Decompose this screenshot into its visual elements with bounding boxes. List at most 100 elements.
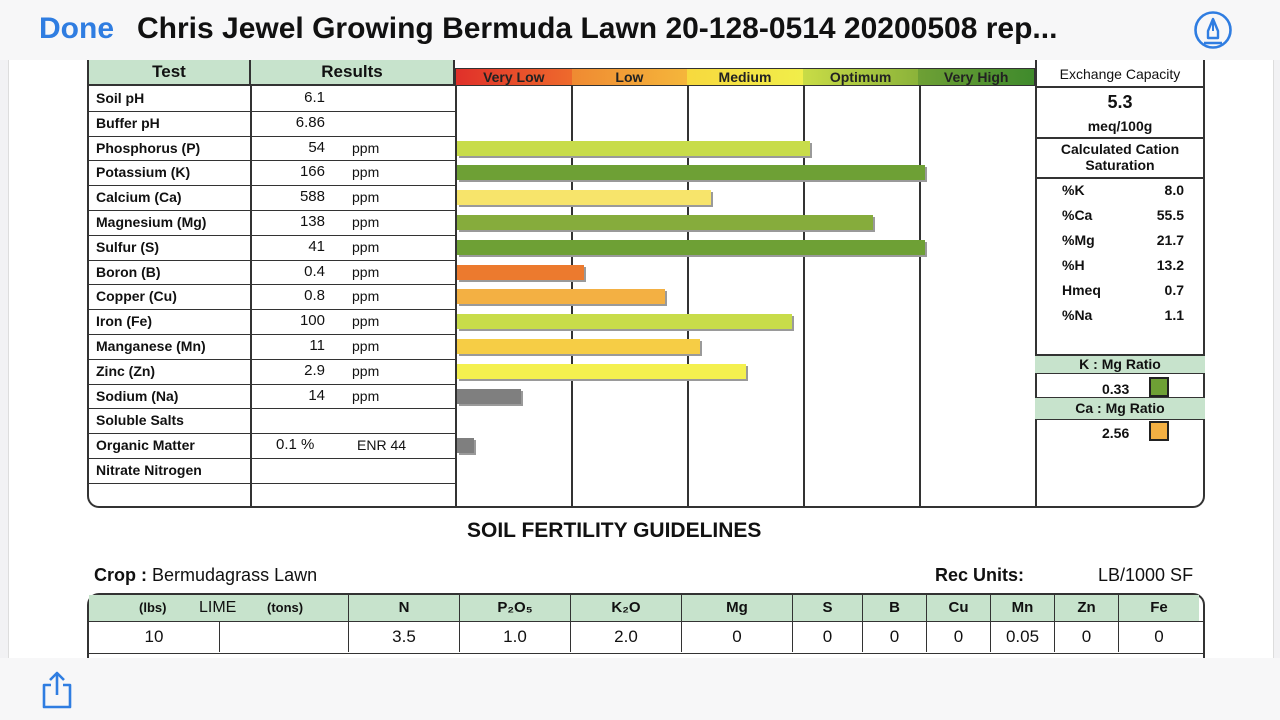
rec-units-label: Rec Units: [935,565,1025,585]
share-icon[interactable] [40,670,74,710]
rating-bar [457,363,746,379]
test-name: Calcium (Ca) [96,189,182,206]
saturation-key: %K [1062,182,1085,198]
rating-low: Low [571,69,688,85]
guidelines-title: SOIL FERTILITY GUIDELINES [467,519,762,542]
nutrient-value: 0 [1154,627,1164,646]
test-name: Potassium (K) [96,164,191,181]
rating-bar [457,388,521,404]
k-mg-value: 0.33 [1102,381,1130,397]
test-value: 2.9 [304,361,325,379]
rating-bar [457,289,666,305]
ca-mg-value: 2.56 [1102,425,1130,441]
soil-row: Soluble Salts [89,409,455,435]
test-value: 166 [299,163,325,181]
test-unit: ppm [352,139,380,156]
nutrient-header: Fe [1119,595,1199,621]
nutrient-header: K₂O [571,595,682,621]
saturation-title: Calculated Cation Saturation [1060,141,1180,173]
markup-pen-icon[interactable] [1193,10,1233,50]
soil-row: Nitrate Nitrogen [89,459,455,484]
nutrient-header: B [863,595,927,621]
soil-row: Buffer pH 6.86 [89,112,455,137]
test-value: 588 [299,188,325,206]
test-name: Organic Matter [96,437,195,454]
test-unit: ppm [352,164,380,181]
header-results: Results [251,60,455,86]
test-name: Soil pH [96,90,145,106]
col-divider [250,86,252,506]
test-value: 6.86 [295,113,325,131]
rating-bar [457,140,810,156]
nutrient-value: 2.0 [571,622,682,652]
soil-row: Iron (Fe) 100 ppm [89,310,455,335]
test-unit: ppm [352,313,380,330]
rating-scale: Very Low Low Medium Optimum Very High [455,68,1035,86]
soil-row: Manganese (Mn) 11 ppm [89,335,455,360]
nutrient-header: Mn [991,595,1055,621]
divider [89,653,1203,654]
rating-very-low: Very Low [456,69,572,85]
guidelines-table: (lbs) LIME (tons) 10 N 3.5 P₂O₅ 1.0 K₂O 2.0 Mg… [87,593,1205,658]
test-unit: ppm [352,214,380,230]
rating-bar [457,264,585,280]
saturation-key: %Ca [1062,207,1093,223]
divider [1035,419,1205,420]
nutrient-value: 0 [927,622,991,652]
test-unit: ENR 44 [357,437,407,454]
test-value: 0.8 [304,287,325,305]
soil-row: Boron (B) 0.4 ppm [89,261,455,286]
ca-mg-title: Ca : Mg Ratio [1035,398,1205,419]
divider [1035,177,1205,179]
saturation-value: 8.0 [1164,182,1184,198]
test-value: 0.4 [304,262,325,280]
test-name: Soluble Salts [96,412,184,429]
test-name: Manganese (Mn) [96,338,206,354]
pdf-page[interactable]: Test Results Very Low Low Medium Optimum… [8,60,1274,658]
divider [1035,397,1205,398]
saturation-key: Hmeq [1062,282,1101,298]
rating-divider [803,86,805,506]
nutrient-value: 0 [793,622,863,652]
nutrient-header: S [793,595,863,621]
lime-tons: (tons) [267,600,304,615]
test-name: Boron (B) [96,263,161,280]
rating-bar [457,215,874,230]
top-bar: Done Chris Jewel Growing Bermuda Lawn 20… [0,0,1280,60]
test-unit: ppm [352,338,380,354]
nutrient-value: 0.05 [991,622,1055,652]
rec-units-value: LB/1000 SF [1098,565,1194,585]
nutrient-value: 0 [1055,622,1119,652]
test-name: Nitrate Nitrogen [96,462,202,478]
saturation-value: 21.7 [1156,232,1184,248]
cec-value: 5.3 [1107,92,1133,112]
crop-value: Bermudagrass Lawn [152,565,318,585]
divider [1035,86,1205,88]
saturation-key: %H [1062,257,1085,273]
rating-divider [919,86,921,506]
lime-lbs: (lbs) [139,600,167,615]
nutrient-header: N [349,595,460,621]
test-name: Copper (Cu) [96,288,177,305]
test-name: Zinc (Zn) [96,362,156,379]
nutrient-value: 3.5 [349,622,460,652]
test-value: 54 [308,138,325,156]
rating-bar [457,239,926,255]
test-name: Iron (Fe) [96,313,152,330]
bottom-toolbar [0,658,1280,720]
test-unit: ppm [352,238,380,255]
nutrient-value: 1.0 [460,622,571,652]
done-button[interactable]: Done [39,12,114,45]
crop-line: Crop : Bermudagrass Lawn [94,565,317,586]
rating-divider [687,86,689,506]
rating-bar [457,438,475,454]
rating-bar [457,165,926,181]
crop-label: Crop : [94,565,147,585]
document-title: Chris Jewel Growing Bermuda Lawn 20-128-… [137,12,1058,45]
test-name: Magnesium (Mg) [96,214,207,230]
header-test: Test [89,60,251,86]
test-name: Sodium (Na) [96,387,179,404]
soil-row: Calcium (Ca) 588 ppm [89,186,455,211]
saturation-value: 1.1 [1164,307,1184,323]
rating-bar [457,314,793,330]
